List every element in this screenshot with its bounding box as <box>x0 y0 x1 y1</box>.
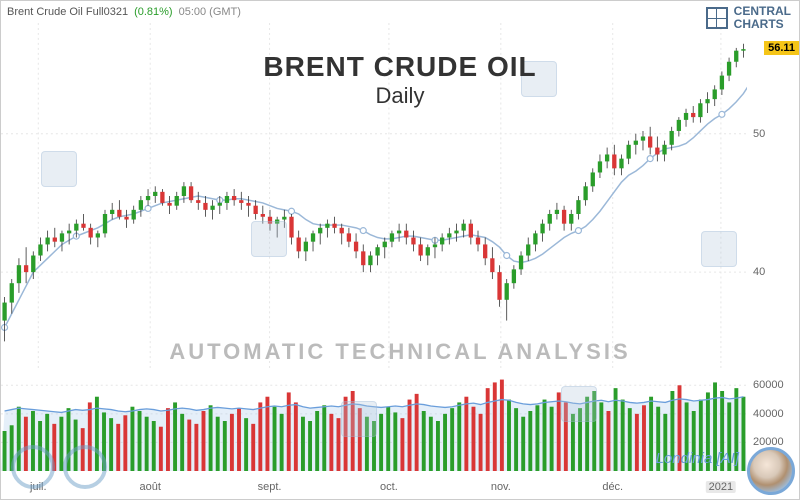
wm-arrow-icon <box>251 221 287 257</box>
x-axis-time: juil.aoûtsept.oct.nov.déc.2021 <box>1 473 747 499</box>
wm-chart-icon <box>41 151 77 187</box>
wm-line-icon <box>701 231 737 267</box>
pct-change: (0.81%) <box>134 6 173 18</box>
wm-box-icon <box>561 386 597 422</box>
chart-title: BRENT CRUDE OIL Daily <box>263 51 536 109</box>
y-tick: 50 <box>753 128 765 140</box>
chart-container: Brent Crude Oil Full0321 (0.81%) 05:00 (… <box>0 0 800 500</box>
wm-prev-icon[interactable] <box>11 445 55 489</box>
header-bar: Brent Crude Oil Full0321 (0.81%) 05:00 (… <box>1 1 799 23</box>
logo[interactable]: CENTRALCHARTS <box>706 5 791 31</box>
wm-candle-icon <box>341 401 377 437</box>
y-tick: 40 <box>753 266 765 278</box>
wm-next-icon[interactable] <box>63 445 107 489</box>
x-tick: nov. <box>491 481 511 493</box>
x-tick: déc. <box>602 481 623 493</box>
x-tick: sept. <box>258 481 282 493</box>
ticker-label: Brent Crude Oil Full0321 <box>7 6 128 18</box>
vol-y-tick: 60000 <box>753 379 784 391</box>
x-tick: 2021 <box>706 481 736 493</box>
x-tick: août <box>139 481 160 493</box>
last-price-tag: 56.11 <box>764 41 799 55</box>
logo-icon <box>706 7 728 29</box>
avatar-icon[interactable] <box>747 447 795 495</box>
y-axis-price: 40 50 <box>749 23 799 369</box>
x-tick: oct. <box>380 481 398 493</box>
watermark: AUTOMATIC TECHNICAL ANALYSIS <box>169 339 630 365</box>
vol-y-tick: 40000 <box>753 408 784 420</box>
time-label: 05:00 (GMT) <box>179 6 241 18</box>
londinia-label: Londinia [AI] <box>656 450 739 467</box>
logo-text: CENTRALCHARTS <box>734 5 791 31</box>
